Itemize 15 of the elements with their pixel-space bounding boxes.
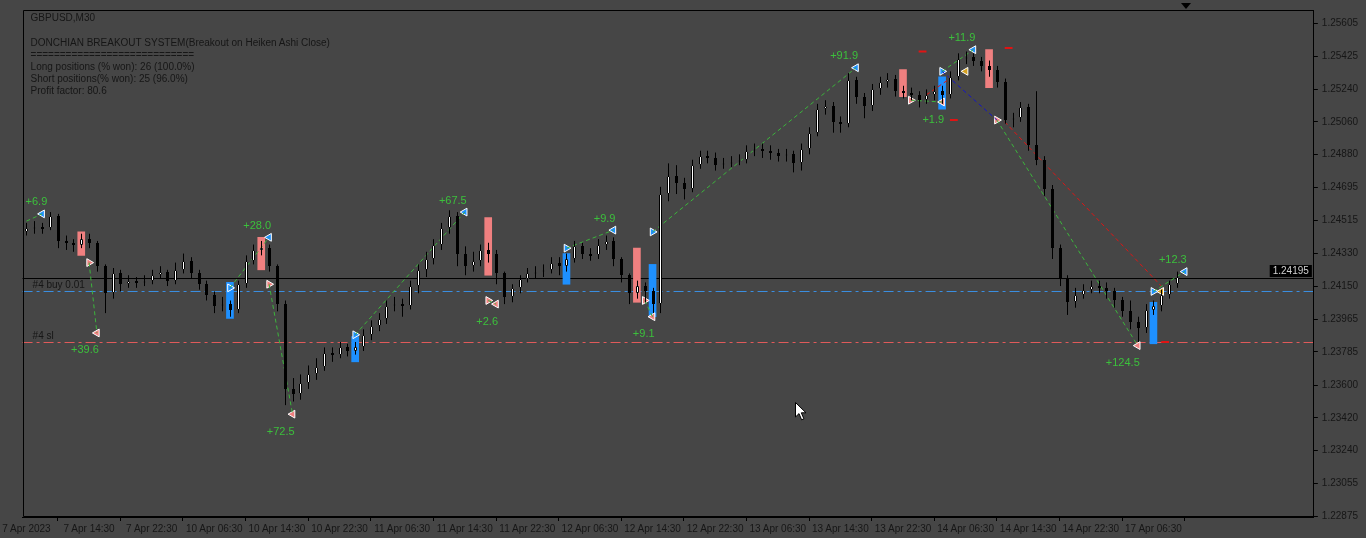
annotation: +6.9: [25, 195, 48, 208]
annotation: +39.6: [71, 343, 99, 356]
annotation: +12.3: [1158, 253, 1187, 266]
annotation: +67.5: [438, 193, 467, 206]
ref-line-label: 1.24195: [1272, 265, 1310, 276]
annotation: +1.9: [922, 112, 945, 125]
annotation: +28.0: [243, 218, 272, 231]
annotation: +11.9: [948, 31, 976, 44]
annotation: +9.9: [593, 211, 616, 224]
annotation: +91.9: [830, 49, 859, 62]
annotation: +124.5: [1105, 356, 1140, 369]
annotation: ============================: [30, 48, 195, 60]
annotation: +72.5: [266, 424, 295, 437]
annotation: +9.1: [632, 327, 655, 340]
annotation: +2.6: [476, 314, 499, 327]
